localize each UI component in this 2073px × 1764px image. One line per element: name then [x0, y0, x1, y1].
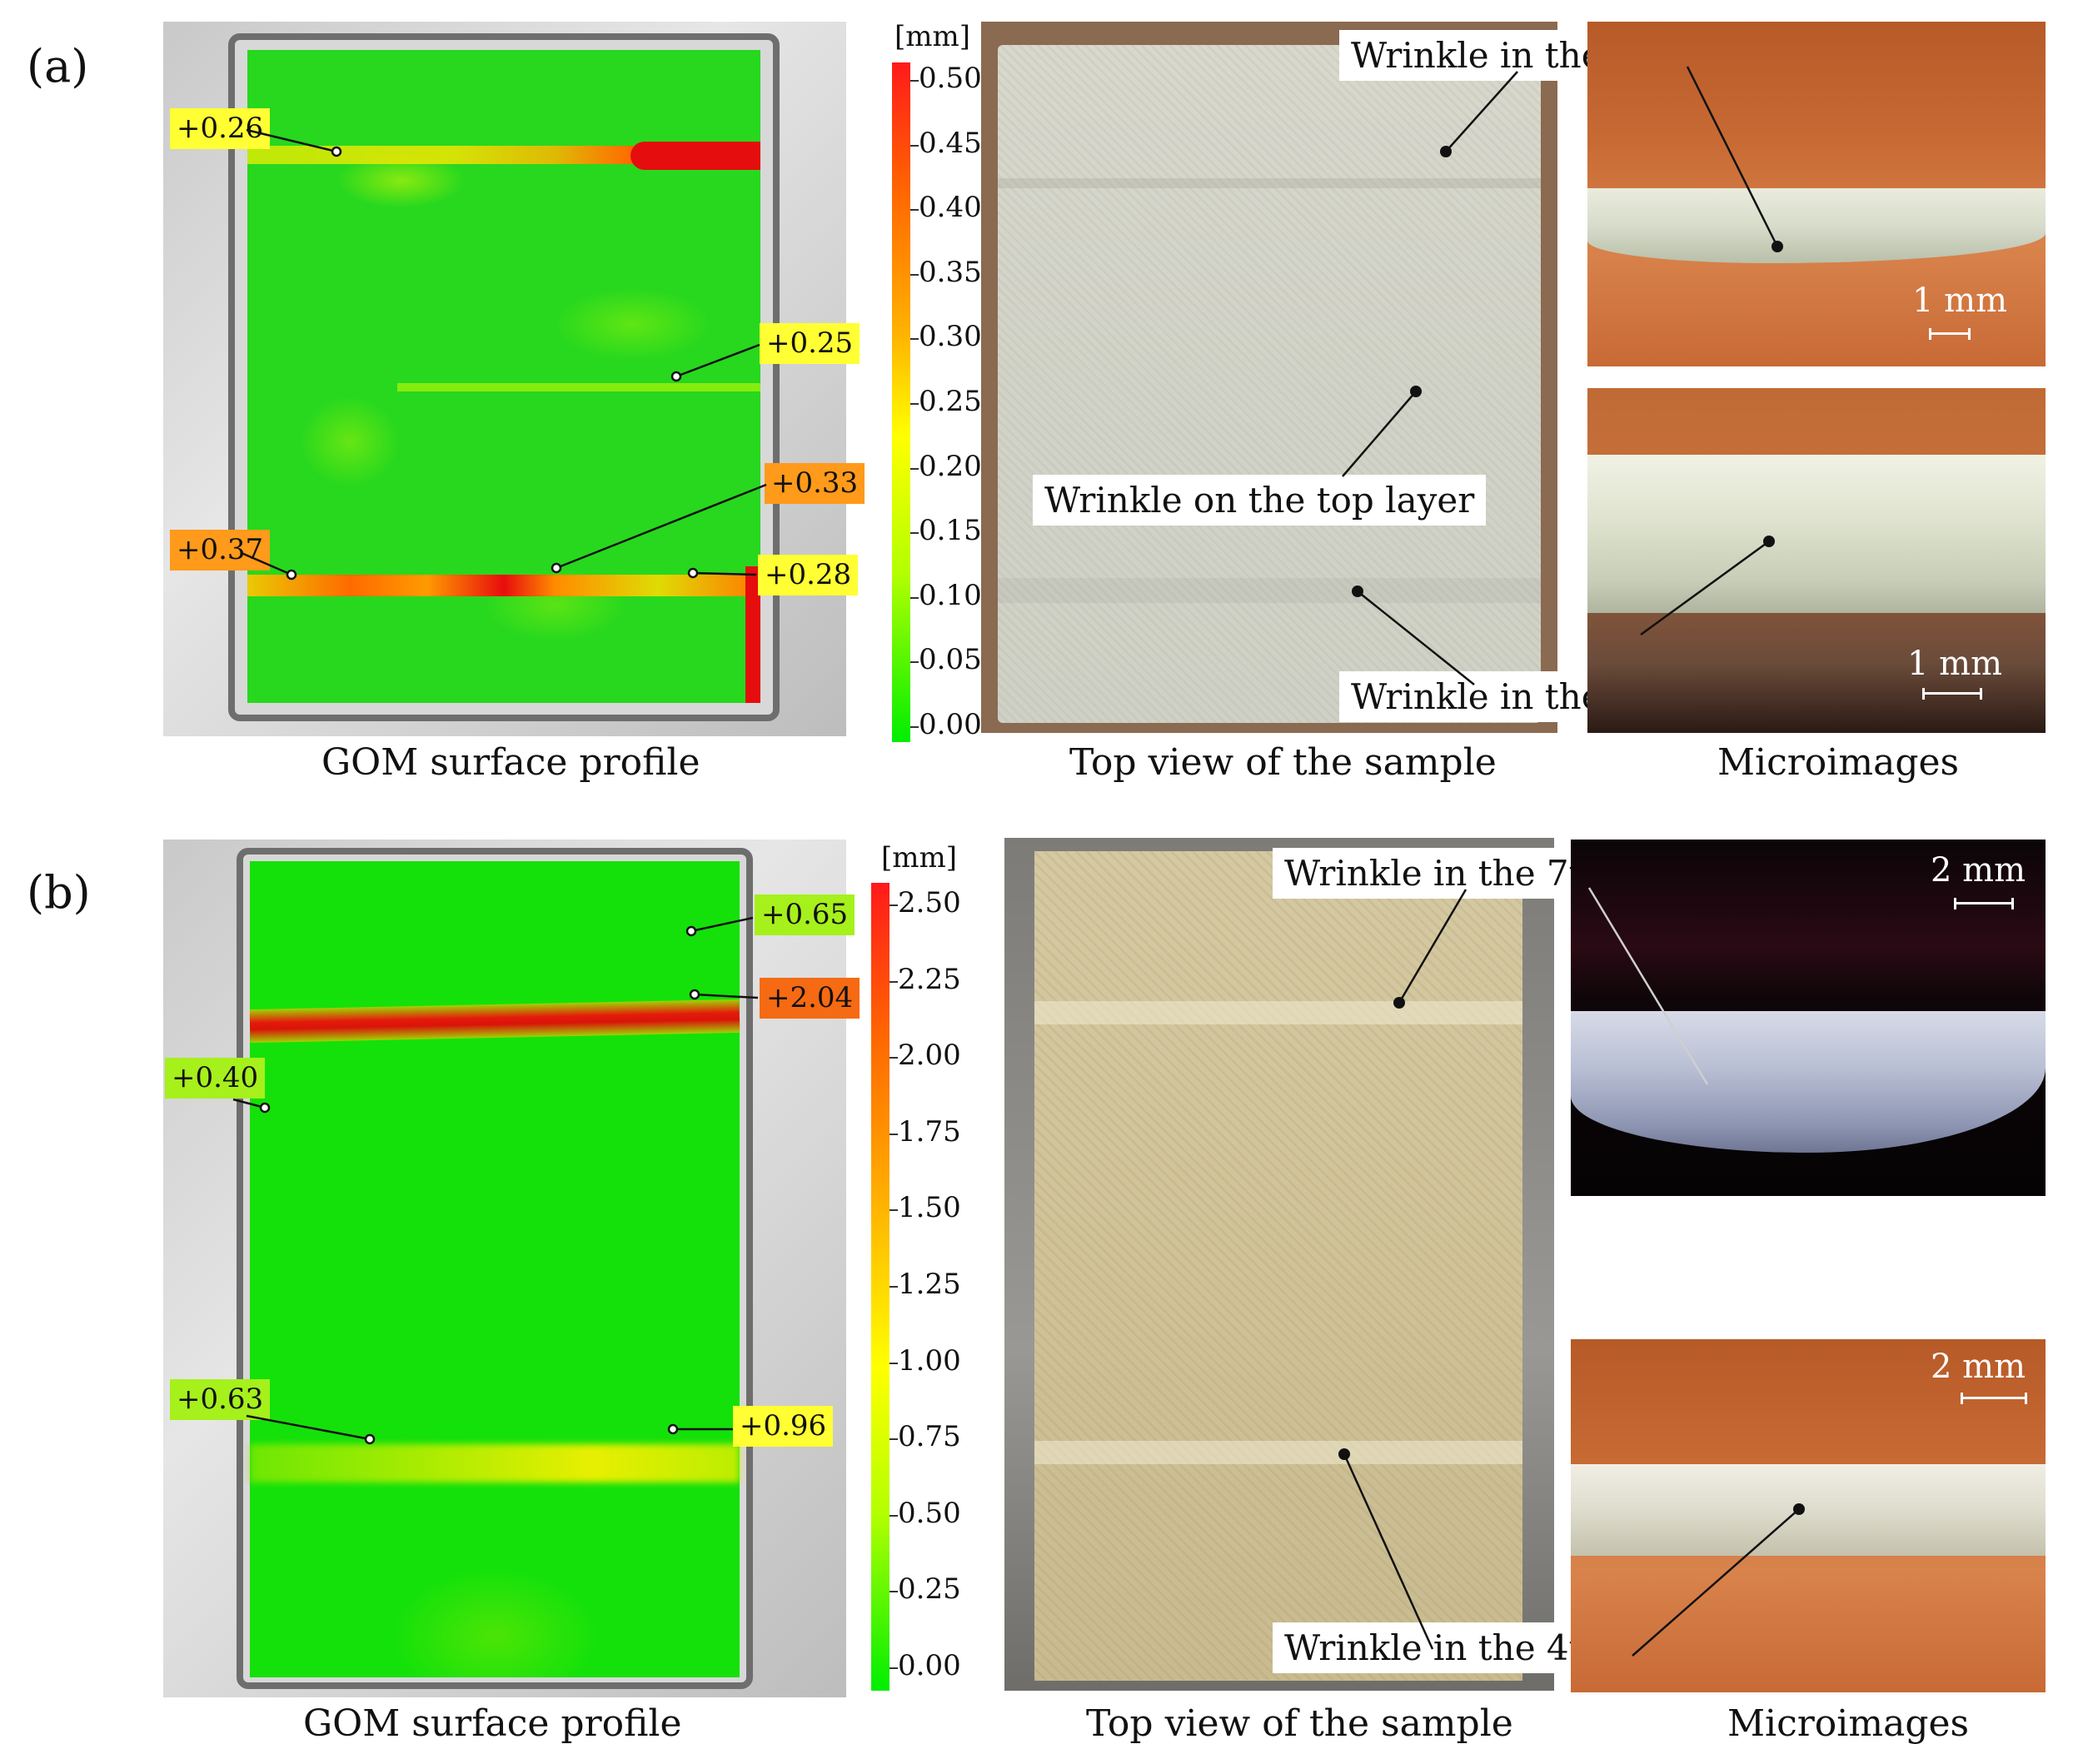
wrinkle-band-lower — [247, 575, 760, 596]
sample-photo-a — [998, 45, 1541, 723]
colorbar-tick-mark — [910, 726, 919, 728]
wrinkle-band-right-edge — [745, 566, 760, 703]
colorbar-tick-label: 2.50 — [898, 886, 961, 919]
value-tag: +0.65 — [755, 894, 855, 936]
caption-gom-a: GOM surface profile — [321, 741, 700, 784]
colorbar-tick-label: 0.40 — [919, 191, 982, 225]
value-tag: +0.63 — [170, 1379, 271, 1421]
colorbar-tick-mark — [889, 1286, 898, 1288]
colorbar-tick-mark — [889, 1057, 898, 1059]
microimage-b-top — [1571, 840, 2046, 1196]
colorbar-unit-a: [mm] — [894, 20, 971, 53]
value-tag: +0.37 — [170, 530, 271, 571]
caption-top-view-b: Top view of the sample — [1086, 1702, 1513, 1745]
wrinkle-line-7th — [998, 178, 1541, 188]
value-tag: +0.26 — [170, 108, 271, 150]
colorbar-tick-mark — [910, 467, 919, 470]
laminate-cross-section — [1587, 455, 2046, 613]
scale-bar — [1954, 898, 2014, 909]
colorbar-tick-mark — [889, 1362, 898, 1364]
gom-surface-image-b — [163, 840, 846, 1697]
colorbar-tick-label: 1.00 — [898, 1343, 961, 1378]
colorbar-tick-label: 0.15 — [919, 514, 982, 548]
wrinkle-band-4th — [250, 1444, 740, 1482]
scale-bar — [1961, 1393, 2027, 1404]
colorbar-tick-label: 2.00 — [898, 1039, 961, 1073]
colorbar-tick-mark — [910, 144, 919, 147]
colorbar-b — [871, 883, 889, 1691]
colorbar-tick-label: 0.10 — [919, 578, 982, 612]
laminate-cross-section — [1571, 1464, 2046, 1556]
colorbar-tick-label: 2.25 — [898, 962, 961, 996]
value-tag: +0.28 — [758, 555, 859, 596]
colorbar-tick-label: 0.75 — [898, 1420, 961, 1454]
scale-label: 2 mm — [1931, 1348, 2026, 1386]
colorbar-tick-label: 0.25 — [919, 385, 982, 418]
caption-top-view-a: Top view of the sample — [1069, 741, 1497, 784]
microimage-a-top — [1587, 22, 2046, 366]
value-tag: +0.40 — [165, 1058, 266, 1099]
colorbar-tick-mark — [889, 1591, 898, 1593]
colorbar-tick-label: 0.50 — [898, 1496, 961, 1530]
colorbar-tick-label: 1.75 — [898, 1114, 961, 1149]
colorbar-tick-label: 0.00 — [919, 708, 982, 741]
laminate-cross-section — [1571, 1011, 2046, 1153]
scale-bar — [1922, 688, 1982, 700]
colorbar-tick-label: 0.30 — [919, 320, 982, 354]
colorbar-tick-mark — [910, 532, 919, 535]
colorbar-tick-mark — [889, 1133, 898, 1135]
scale-bar — [1929, 328, 1971, 340]
colorbar-tick-label: 0.00 — [898, 1649, 961, 1682]
scale-label: 1 mm — [1907, 645, 2003, 683]
colorbar-unit-b: [mm] — [881, 841, 958, 875]
sample-photo-frame-a — [981, 22, 1557, 733]
scale-label: 1 mm — [1912, 282, 2008, 320]
laminate-cross-section — [1587, 188, 2046, 263]
value-tag: +0.33 — [765, 463, 865, 505]
sample-outline — [237, 848, 753, 1689]
colorbar-tick-label: 1.25 — [898, 1268, 961, 1301]
value-tag: +0.25 — [760, 323, 860, 365]
wrinkle-line-4th — [1034, 1441, 1522, 1464]
heatmap-surface — [249, 861, 740, 1677]
wrinkle-line-7th — [1034, 1001, 1522, 1024]
colorbar-tick-label: 1.50 — [898, 1191, 961, 1225]
colorbar-tick-label: 0.50 — [919, 62, 982, 95]
colorbar-tick-label: 0.35 — [919, 255, 982, 289]
wrinkle-line-4th — [998, 578, 1541, 603]
colorbar-tick-mark — [910, 403, 919, 405]
sample-photo-frame-b — [1004, 838, 1554, 1691]
colorbar-tick-mark — [910, 596, 919, 599]
sample-photo-b — [1034, 851, 1522, 1681]
colorbar-tick-mark — [910, 209, 919, 212]
value-tag: +2.04 — [760, 978, 860, 1019]
microimage-a-bottom — [1587, 388, 2046, 733]
caption-micro-b: Microimages — [1727, 1702, 1970, 1745]
colorbar-tick-label: 0.20 — [919, 449, 982, 483]
panel-label-a: (a) — [27, 40, 89, 92]
colorbar-tick-mark — [889, 1209, 898, 1212]
scale-label: 2 mm — [1931, 851, 2026, 889]
caption-gom-b: GOM surface profile — [303, 1702, 682, 1745]
colorbar-tick-mark — [889, 1667, 898, 1669]
colorbar-tick-mark — [910, 80, 919, 82]
colorbar-tick-mark — [889, 1438, 898, 1441]
colorbar-tick-mark — [910, 273, 919, 276]
colorbar-tick-label: 0.05 — [919, 643, 982, 677]
wrinkle-band-mid — [397, 383, 760, 391]
colorbar-tick-label: 0.25 — [898, 1572, 961, 1607]
caption-micro-a: Microimages — [1717, 741, 1960, 784]
colorbar-tick-mark — [889, 1514, 898, 1517]
colorbar-tick-mark — [910, 661, 919, 664]
wrinkle-band-top-red — [630, 142, 760, 170]
colorbar-tick-label: 0.45 — [919, 126, 982, 160]
colorbar-a — [892, 62, 910, 742]
colorbar-tick-mark — [889, 904, 898, 906]
panel-label-b: (b) — [27, 866, 91, 919]
callout-top-layer-a: Wrinkle on the top layer — [1033, 475, 1487, 526]
colorbar-tick-mark — [889, 980, 898, 983]
colorbar-tick-mark — [910, 338, 919, 341]
value-tag: +0.96 — [733, 1406, 834, 1448]
